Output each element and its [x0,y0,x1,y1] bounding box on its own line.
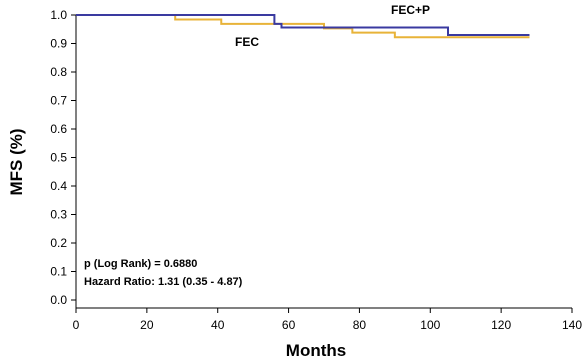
x-tick-label: 0 [73,318,80,332]
y-axis-ticks: 0.0 0.1 0.2 0.3 0.4 0.5 0.6 0.7 0.8 0.9 1.0 [50,8,76,307]
x-tick-label: 140 [562,318,582,332]
y-tick-label: 0.9 [50,37,67,51]
y-tick-label: 0.3 [50,208,67,222]
x-tick-label: 80 [353,318,367,332]
plot-area: 0.0 0.1 0.2 0.3 0.4 0.5 0.6 0.7 0.8 0.9 1.0 0 20 40 6… [50,8,582,332]
y-tick-label: 0.6 [50,122,67,136]
hazard-ratio-annotation: Hazard Ratio: 1.31 (0.35 - 4.87) [84,276,243,288]
y-tick-label: 0.8 [50,65,67,79]
y-tick-label: 0.0 [50,293,67,307]
x-tick-label: 20 [140,318,154,332]
series-label-fec: FEC [235,35,259,49]
y-tick-label: 1.0 [50,8,67,22]
x-tick-label: 60 [282,318,296,332]
y-tick-label: 0.4 [50,179,67,193]
series-layer [76,14,530,39]
x-tick-label: 120 [491,318,511,332]
y-tick-label: 0.7 [50,94,67,108]
x-axis-ticks: 0 20 40 60 80 100 120 140 [73,308,582,332]
series-label-fec-p: FEC+P [391,3,430,17]
y-tick-label: 0.5 [50,151,67,165]
p-value-annotation: p (Log Rank) = 0.6880 [84,258,197,270]
y-tick-label: 0.2 [50,236,67,250]
x-axis-title: Months [286,341,346,360]
series-line-fec [76,14,530,39]
y-tick-label: 0.1 [50,265,67,279]
y-axis-title: MFS (%) [7,128,26,195]
x-tick-label: 40 [211,318,225,332]
series-line-fec-p [76,14,530,36]
x-tick-label: 100 [420,318,440,332]
